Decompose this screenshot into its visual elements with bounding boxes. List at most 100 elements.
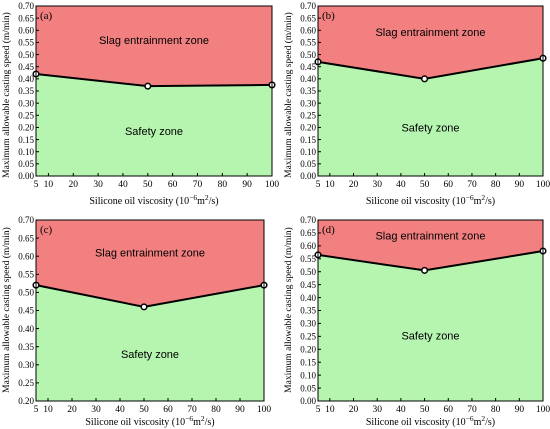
y-tick-label: 0.35 (300, 86, 316, 96)
x-tick-label: 80 (211, 405, 221, 415)
x-axis-label-unit: m (197, 196, 205, 207)
y-tick-label: 0.40 (18, 324, 34, 334)
x-tick-label: 40 (118, 180, 128, 190)
y-tick-label: 0.65 (18, 233, 34, 243)
safety-zone (36, 74, 272, 176)
slag-zone-label: Slag entrainment zone (99, 35, 209, 47)
safety-zone-label: Safety zone (121, 349, 179, 361)
x-tick-label: 80 (218, 180, 228, 190)
data-point-2 (421, 75, 429, 83)
y-tick-label: 0.10 (18, 147, 34, 157)
x-tick-label: 10 (325, 180, 335, 190)
safety-zone-label: Safety zone (401, 122, 459, 134)
y-tick-label: 0.25 (18, 110, 34, 120)
y-tick-label: 0.70 (18, 215, 34, 225)
y-tick-label: 0.40 (18, 74, 34, 84)
x-tick-label: 80 (491, 405, 501, 415)
y-tick-label: 0.15 (300, 135, 316, 145)
y-tick-label: 0.10 (300, 370, 316, 380)
y-tick-label: 0.00 (300, 396, 316, 406)
x-axis-label-sup: 2 (481, 193, 485, 202)
x-tick-label: 10 (325, 405, 335, 415)
slag-zone-label: Slag entrainment zone (375, 231, 485, 243)
y-tick-label: 0.25 (18, 378, 34, 388)
x-tick-label: 100 (536, 180, 550, 190)
x-axis-label-text: Silicone oil viscosity (10 (89, 196, 189, 207)
y-tick-label: 0.20 (300, 123, 316, 133)
y-tick-label: 0.05 (18, 159, 34, 169)
x-tick-label: 70 (187, 405, 197, 415)
y-tick-label: 0.50 (18, 50, 34, 60)
x-tick-label: 20 (349, 405, 359, 415)
y-tick-label: 0.45 (18, 62, 34, 72)
y-tick-label: 0.60 (18, 25, 34, 35)
x-tick-label: 40 (115, 405, 125, 415)
x-tick-label: 5 (34, 405, 39, 415)
x-tick-label: 20 (349, 180, 359, 190)
y-axis-label: Maximum allowable casting speed (m/min) (1, 12, 12, 178)
x-tick-label: 100 (536, 405, 550, 415)
x-tick-label: 10 (44, 180, 54, 190)
x-tick-label: 70 (467, 180, 477, 190)
safety-zone-label: Safety zone (125, 126, 183, 138)
y-tick-label: 0.70 (300, 215, 316, 225)
y-tick-label: 0.30 (300, 319, 316, 329)
x-tick-label: 100 (265, 180, 280, 190)
panel-label: (c) (40, 224, 53, 236)
x-axis-label-sup: −6 (466, 414, 474, 423)
x-tick-label: 10 (43, 405, 53, 415)
x-axis-label-unit: m (474, 417, 482, 428)
x-tick-label: 60 (163, 405, 173, 415)
y-tick-label: 0.35 (18, 86, 34, 96)
x-tick-label: 30 (93, 180, 103, 190)
x-tick-label: 90 (235, 405, 245, 415)
x-tick-label: 50 (420, 405, 430, 415)
slag-entrainment-zone (318, 220, 543, 271)
y-tick-label: 0.00 (18, 171, 34, 181)
y-tick-label: 0.00 (300, 171, 316, 181)
y-tick-label: 0.60 (300, 25, 316, 35)
y-tick-label: 0.25 (300, 332, 316, 342)
y-tick-label: 0.35 (300, 306, 316, 316)
data-point-2 (144, 82, 152, 90)
x-axis-label: Silicone oil viscosity (10−6m2/s) (89, 193, 218, 207)
x-tick-label: 5 (34, 180, 39, 190)
y-tick-label: 0.65 (18, 13, 34, 23)
slag-zone-label: Slag entrainment zone (95, 248, 205, 260)
x-tick-label: 70 (193, 180, 203, 190)
chart-panel-3: (c) Slag entrainment zone Safety zone 5 10 20… (1, 215, 271, 428)
x-axis-label-end: /s) (485, 196, 495, 207)
y-tick-label: 0.55 (300, 38, 316, 48)
x-tick-label: 100 (257, 405, 272, 415)
y-tick-label: 0.60 (300, 241, 316, 251)
panel-label: (b) (322, 10, 335, 22)
x-tick-label: 30 (91, 405, 101, 415)
y-tick-label: 0.20 (18, 396, 34, 406)
x-tick-label: 5 (316, 405, 321, 415)
x-tick-label: 70 (467, 405, 477, 415)
x-axis-label-sup: 2 (205, 193, 209, 202)
x-axis-label-unit: m (193, 417, 201, 428)
y-tick-label: 0.60 (18, 251, 34, 261)
safety-zone-label: Safety zone (401, 331, 459, 343)
x-axis-label: Silicone oil viscosity (10−6m2/s) (366, 193, 495, 207)
y-tick-label: 0.70 (18, 1, 34, 11)
y-tick-label: 0.40 (300, 293, 316, 303)
y-tick-label: 0.40 (300, 74, 316, 84)
x-axis-label-end: /s) (485, 417, 495, 428)
y-axis-label: Maximum allowable casting speed (m/min) (283, 227, 294, 393)
y-tick-label: 0.15 (300, 357, 316, 367)
y-tick-label: 0.45 (300, 280, 316, 290)
safety-zone (318, 58, 543, 176)
x-axis-label-text: Silicone oil viscosity (10 (85, 417, 185, 428)
y-tick-label: 0.35 (18, 342, 34, 352)
x-axis-label-end: /s) (209, 196, 219, 207)
x-tick-label: 20 (67, 405, 77, 415)
y-tick-label: 0.55 (300, 254, 316, 264)
y-tick-label: 0.65 (300, 228, 316, 238)
x-tick-label: 40 (396, 405, 406, 415)
x-axis-label-sup: −6 (466, 193, 474, 202)
data-point-2 (140, 303, 148, 311)
